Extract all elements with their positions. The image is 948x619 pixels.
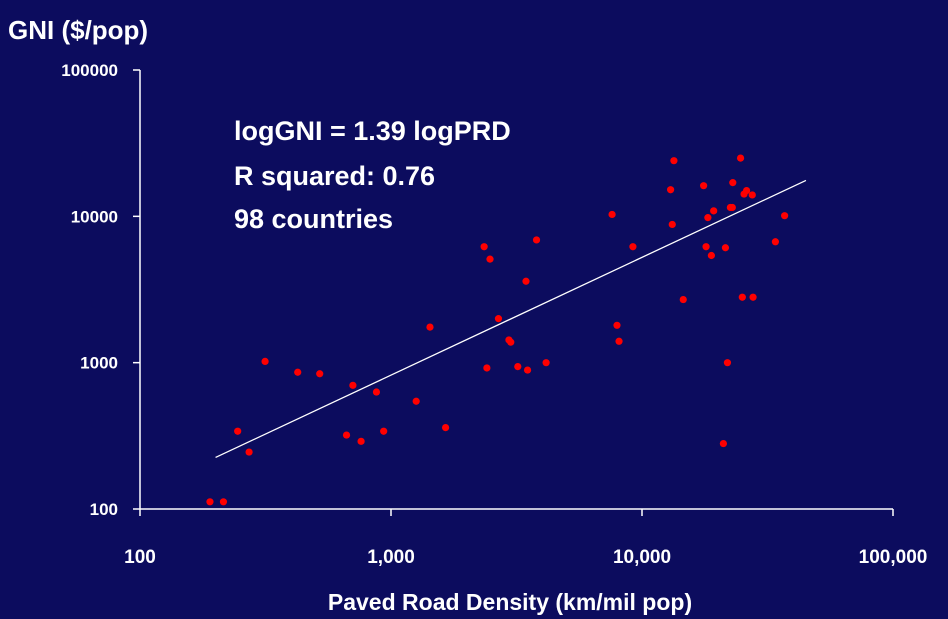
data-point [507, 338, 515, 346]
data-point [412, 397, 420, 405]
data-point [426, 323, 434, 331]
x-axis-title: Paved Road Density (km/mil pop) [328, 589, 692, 615]
data-point [608, 210, 616, 219]
data-point [723, 359, 732, 367]
data-point [728, 203, 736, 212]
data-point [514, 362, 522, 371]
data-point [380, 427, 388, 435]
data-point [738, 293, 746, 301]
data-point [294, 368, 302, 376]
y-tick-label: 10000 [71, 207, 118, 226]
data-point [542, 359, 550, 367]
x-tick-label: 100,000 [859, 547, 928, 568]
data-point [748, 191, 756, 199]
data-point [670, 157, 678, 165]
x-tick-label: 100 [124, 547, 156, 568]
y-tick-label: 1000 [80, 354, 118, 373]
data-point [357, 437, 365, 445]
data-point [629, 243, 637, 251]
data-point [480, 243, 488, 251]
data-point [483, 364, 491, 372]
x-tick-label: 10,000 [613, 547, 671, 568]
data-point [615, 337, 623, 345]
data-point [532, 236, 541, 244]
data-point [666, 186, 675, 194]
trendline-group [215, 179, 807, 459]
data-point [613, 321, 621, 329]
data-point [372, 388, 381, 396]
axes [139, 70, 893, 510]
data-point [316, 370, 324, 378]
data-point [441, 423, 450, 432]
data-point [522, 277, 530, 285]
data-point [523, 366, 532, 374]
y-axis-title: GNI ($/pop) [8, 15, 148, 45]
data-point [729, 179, 737, 187]
data-point [342, 431, 351, 439]
data-point [742, 186, 751, 195]
data-point [707, 251, 715, 260]
data-point [494, 315, 503, 323]
data-point [710, 207, 718, 215]
data-point [771, 238, 780, 246]
data-points [206, 154, 789, 506]
data-point [721, 244, 730, 252]
trendline [215, 179, 807, 459]
data-point [781, 212, 789, 220]
data-point [749, 293, 757, 301]
data-point [668, 220, 676, 229]
country-count-label: 98 countries [234, 204, 393, 234]
data-point [206, 498, 214, 506]
data-point [736, 154, 745, 162]
data-point [261, 357, 269, 366]
data-point [700, 182, 708, 190]
data-point [234, 427, 242, 435]
x-tick-label: 1,000 [367, 547, 415, 568]
data-point [245, 448, 253, 456]
ticks: 100 1,000 10,000 100,000 100 1000 10000 100000 [61, 61, 927, 568]
data-point [679, 295, 687, 304]
data-point [486, 255, 494, 263]
r-squared-label: R squared: 0.76 [234, 161, 435, 191]
regression-equation: logGNI = 1.39 logPRD [234, 116, 511, 146]
data-point [219, 498, 228, 506]
data-point [349, 381, 357, 389]
y-tick-label: 100000 [61, 61, 118, 80]
data-point [702, 243, 710, 251]
data-point [719, 439, 727, 448]
data-point [704, 214, 712, 222]
y-tick-label: 100 [90, 500, 118, 519]
